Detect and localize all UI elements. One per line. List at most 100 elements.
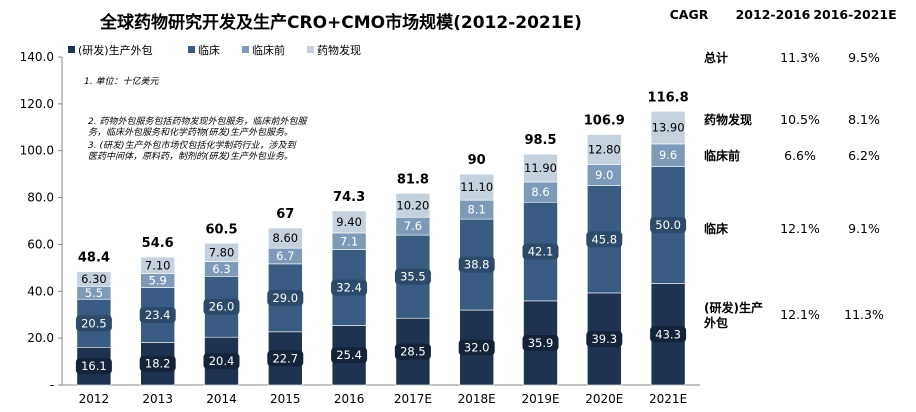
data-label: 23.4	[145, 308, 171, 322]
data-label-box	[203, 298, 240, 315]
data-label: 6.30	[81, 272, 107, 286]
note-line: 2. 药物外包服务包括药物发现外包服务，临床前外包服	[88, 116, 308, 127]
legend-entry: 临床前	[252, 43, 285, 57]
data-label-box	[522, 334, 559, 351]
total-label: 90	[468, 153, 486, 168]
bar-segment	[204, 242, 239, 262]
cagr-row-name: 总计	[704, 50, 728, 65]
data-label-box	[650, 326, 687, 343]
y-tick-label: 80.0	[27, 191, 54, 205]
y-tick-label: 40.0	[27, 284, 54, 298]
data-label-box	[458, 339, 495, 356]
x-tick-label: 2019E	[521, 392, 559, 406]
y-tick-label: 20.0	[27, 331, 54, 345]
x-tick-label: 2020E	[585, 392, 623, 406]
y-tick-label: 120.0	[20, 97, 54, 111]
data-label: 38.8	[464, 258, 490, 272]
data-label-box	[331, 347, 368, 364]
data-label: 32.4	[336, 281, 362, 295]
y-tick-label: 100.0	[20, 144, 54, 158]
total-label: 48.4	[78, 251, 110, 266]
data-label-box	[394, 343, 431, 360]
bar-segment	[331, 210, 367, 234]
chart-title: 全球药物研究开发及生产CRO+CMO市场规模(2012-2021E)	[99, 12, 582, 33]
data-label: 26.0	[209, 300, 235, 314]
total-label: 98.5	[524, 133, 556, 148]
cagr-value-2012-2016: 11.3%	[780, 50, 820, 65]
legend-swatch	[307, 46, 314, 53]
bar-segment	[650, 111, 686, 145]
data-label: 10.20	[396, 198, 429, 212]
cagr-value-2012-2016: 10.5%	[780, 112, 820, 127]
x-tick-label: 2017E	[394, 392, 432, 406]
cagr-row-name: (研发)生产	[704, 300, 763, 315]
data-label: 11.90	[524, 161, 557, 175]
data-label: 20.4	[209, 354, 235, 368]
data-label-box	[586, 231, 623, 248]
legend-swatch	[68, 46, 75, 53]
data-label: 12.80	[588, 143, 621, 157]
note-line: 务，临床外包服务和化学药物(研发)生产外包服务。	[88, 127, 293, 138]
data-label: 22.7	[272, 351, 298, 365]
total-label: 106.9	[584, 114, 625, 129]
data-label: 50.0	[655, 218, 681, 232]
data-label: 7.6	[404, 219, 422, 233]
data-label: 42.1	[528, 245, 554, 259]
x-tick-label: 2014	[206, 392, 237, 406]
data-label: 6.7	[276, 249, 294, 263]
bar-segment	[523, 153, 558, 183]
data-label: 9.40	[336, 215, 362, 229]
data-label: 5.5	[85, 286, 103, 300]
cagr-header: 2012-2016	[736, 7, 811, 22]
data-label: 29.0	[272, 291, 298, 305]
data-label: 7.10	[145, 258, 171, 272]
data-label: 25.4	[336, 348, 362, 362]
x-tick-label: 2012	[79, 392, 110, 406]
legend-swatch	[188, 46, 195, 53]
note-line: 医药中间体，原料药，制剂的(研发)生产外包业务。	[88, 151, 293, 162]
cagr-value-2016-2021: 6.2%	[848, 148, 880, 163]
cagr-row-name: 临床前	[704, 148, 740, 163]
cagr-value-2012-2016: 6.6%	[784, 148, 816, 163]
bar-segment	[267, 227, 303, 249]
legend-entry: 临床	[198, 43, 220, 57]
data-label: 8.60	[272, 231, 298, 245]
x-tick-label: 2013	[142, 392, 173, 406]
bar-segment	[395, 193, 431, 218]
data-label: 43.3	[655, 327, 681, 341]
bar-segment	[140, 256, 175, 275]
data-label-box	[139, 306, 176, 323]
data-label-box	[331, 279, 368, 296]
cagr-row-name: 药物发现	[704, 112, 752, 127]
total-label: 54.6	[142, 236, 174, 251]
x-tick-label: 2018E	[458, 392, 496, 406]
data-label: 11.10	[460, 180, 493, 194]
data-label: 6.3	[212, 262, 230, 276]
bar-segment	[586, 134, 622, 165]
total-label: 116.8	[648, 90, 689, 105]
data-label: 16.1	[81, 359, 107, 373]
cagr-row-name: 临床	[704, 221, 729, 236]
data-label-box	[522, 243, 559, 260]
data-label: 35.9	[528, 336, 554, 350]
cagr-value-2016-2021: 9.1%	[848, 221, 880, 236]
data-label: 20.5	[81, 316, 107, 330]
data-label: 9.6	[659, 148, 677, 162]
data-label-box	[586, 330, 623, 347]
note-unit: 1. 单位：十亿美元	[84, 76, 159, 87]
total-label: 67	[276, 207, 294, 222]
bar-segment	[76, 271, 112, 287]
legend-entry: (研发)生产外包	[78, 43, 153, 57]
data-label: 9.0	[595, 168, 613, 182]
data-label-box	[75, 358, 112, 375]
x-tick-label: 2016	[334, 392, 365, 406]
x-tick-label: 2015	[270, 392, 301, 406]
data-label: 18.2	[145, 357, 171, 371]
y-tick-label: 60.0	[27, 237, 54, 251]
data-label: 7.80	[209, 245, 235, 259]
data-label: 8.1	[468, 203, 486, 217]
cagr-row-name: 外包	[704, 315, 728, 330]
data-label-box	[394, 268, 431, 285]
legend-swatch	[242, 46, 249, 53]
cagr-value-2016-2021: 9.5%	[848, 50, 880, 65]
